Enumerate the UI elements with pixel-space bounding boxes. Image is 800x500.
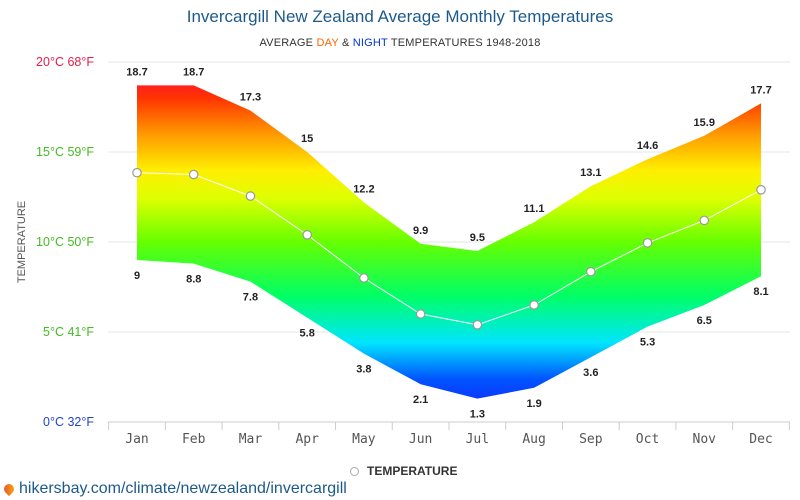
x-tick-label: Jun	[409, 432, 432, 447]
average-point	[472, 319, 483, 330]
low-temp-label: 8.1	[753, 286, 768, 298]
low-temp-label: 5.8	[300, 328, 315, 340]
high-temp-label: 15	[301, 133, 313, 145]
average-point	[586, 266, 596, 277]
x-tick-label: Jul	[466, 432, 489, 447]
y-tick-label: 20°C 68°F	[36, 55, 94, 69]
legend-marker-icon	[350, 466, 359, 476]
high-temp-label: 13.1	[580, 167, 601, 179]
data-labels: 18.7 18.7 17.3 15 12.2 9.9 9.5 11.1 13.1 14.6 15.9…	[126, 66, 771, 420]
chart-title: Invercargill New Zealand Average Monthly…	[186, 7, 614, 26]
x-tick-label: May	[352, 432, 376, 447]
legend[interactable]: TEMPERATURE	[350, 464, 457, 478]
x-tick-label: Oct	[636, 432, 659, 447]
low-temp-label: 6.5	[697, 315, 712, 327]
y-tick-label: 5°C 41°F	[43, 325, 94, 339]
x-tick-label: Sep	[579, 432, 603, 447]
temperature-band	[137, 85, 761, 399]
high-temp-label: 12.2	[353, 183, 374, 195]
low-temp-label: 7.8	[243, 292, 258, 304]
x-tick-label: Apr	[295, 432, 319, 447]
source-link[interactable]: hikersbay.com/climate/newzealand/inverca…	[1, 480, 347, 498]
high-temp-label: 11.1	[524, 203, 545, 215]
subtitle-day: DAY	[316, 37, 339, 49]
x-tick-label: Mar	[239, 432, 263, 447]
average-point	[132, 167, 142, 178]
subtitle-amp: &	[338, 37, 353, 49]
average-point	[245, 191, 256, 201]
x-tick-label: Feb	[182, 432, 206, 447]
axes: 20°C 68°F 15°C 59°F 10°C 50°F 5°C 41°F 0°C 3…	[16, 55, 790, 447]
high-temp-label: 14.6	[637, 140, 658, 152]
average-point	[415, 309, 426, 319]
average-point	[756, 185, 766, 195]
y-axis-title: TEMPERATURE	[16, 201, 28, 283]
day-night-band	[137, 85, 761, 399]
y-tick-label: 0°C 32°F	[43, 415, 94, 429]
average-point	[699, 215, 710, 226]
low-temp-label: 1.3	[470, 409, 485, 421]
high-temp-label: 17.7	[750, 84, 771, 96]
x-tick-label: Nov	[693, 432, 717, 447]
average-point	[642, 238, 653, 248]
x-tick-label: Dec	[749, 432, 772, 447]
high-temp-label: 15.9	[694, 117, 715, 129]
map-pin-icon	[1, 481, 17, 497]
legend-label: TEMPERATURE	[367, 464, 458, 478]
average-point	[188, 169, 199, 180]
low-temp-label: 1.9	[526, 398, 541, 410]
high-temp-label: 17.3	[240, 92, 261, 104]
subtitle-night: NIGHT	[352, 37, 388, 49]
subtitle-prefix: AVERAGE	[259, 37, 317, 49]
average-series-line	[136, 172, 762, 326]
average-point	[529, 300, 539, 310]
y-tick-label: 10°C 50°F	[36, 235, 94, 249]
high-temp-label: 18.7	[126, 66, 147, 78]
low-temp-label: 5.3	[640, 337, 655, 349]
average-line	[132, 167, 766, 330]
source-url: hikersbay.com/climate/newzealand/inverca…	[19, 480, 347, 497]
subtitle-suffix: TEMPERATURES 1948-2018	[387, 37, 541, 49]
average-point	[359, 273, 369, 283]
high-temp-label: 9.9	[413, 225, 428, 237]
high-temp-label: 18.7	[183, 66, 204, 78]
low-temp-label: 8.8	[186, 274, 201, 286]
low-temp-label: 9	[134, 270, 140, 282]
x-tick-label: Aug	[522, 432, 545, 447]
chart-subtitle: AVERAGE DAY & NIGHT TEMPERATURES 1948-20…	[0, 37, 800, 49]
high-temp-label: 9.5	[470, 232, 485, 244]
x-tick-label: Jan	[125, 432, 148, 447]
average-point	[302, 230, 312, 240]
low-temp-label: 3.8	[356, 364, 371, 376]
low-temp-label: 3.6	[583, 367, 598, 379]
y-tick-label: 15°C 59°F	[36, 145, 94, 159]
low-temp-label: 2.1	[413, 394, 428, 406]
